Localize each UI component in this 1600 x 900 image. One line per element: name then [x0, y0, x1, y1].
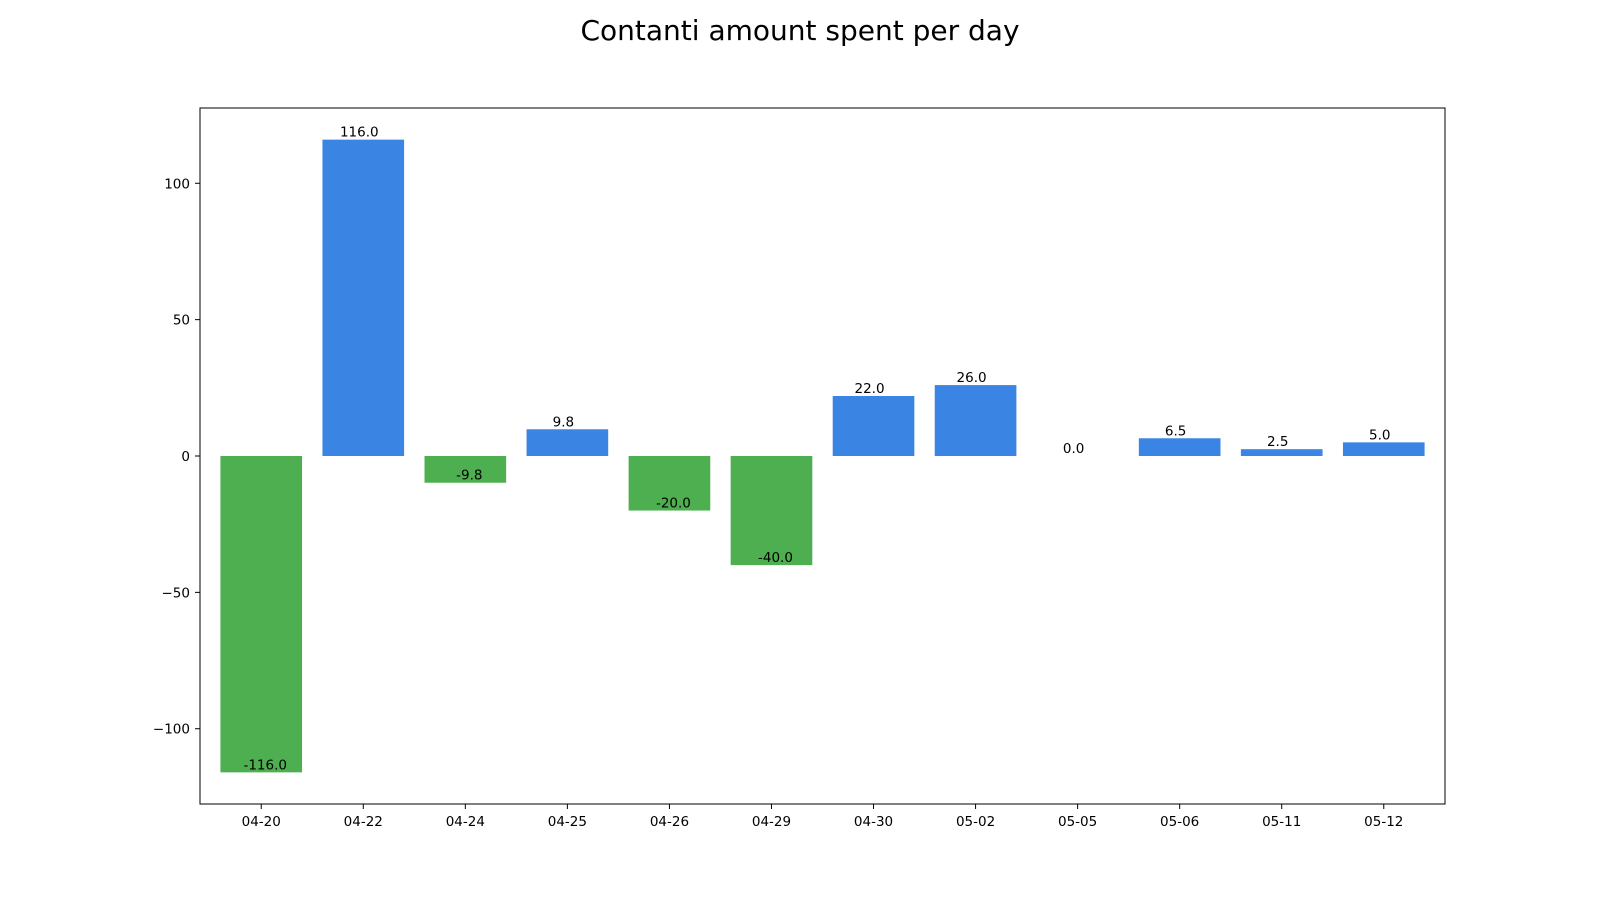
- y-tick-label-0: 0: [181, 449, 190, 465]
- bar-04-24: [424, 456, 507, 483]
- data-label-05-06: 6.5: [1165, 423, 1186, 439]
- x-tick-label-04-29: 04-29: [752, 814, 791, 830]
- bar-04-20: [220, 456, 303, 773]
- x-tick-label-05-05: 05-05: [1058, 814, 1097, 830]
- data-label-05-12: 5.0: [1369, 427, 1390, 443]
- x-tick-label-04-26: 04-26: [650, 814, 689, 830]
- x-axis: 04-20 04-22 04-24 04-25 04-26 04-29 04-30 05-02…: [242, 804, 1403, 830]
- bar-05-12: [1342, 442, 1425, 456]
- x-tick-label-05-02: 05-02: [956, 814, 995, 830]
- x-tick-label-04-22: 04-22: [344, 814, 383, 830]
- bars-group: [220, 139, 1425, 773]
- x-tick-label-05-06: 05-06: [1160, 814, 1199, 830]
- bar-05-06: [1138, 438, 1221, 456]
- x-tick-label-05-11: 05-11: [1262, 814, 1301, 830]
- y-axis: −100 −50 0 50 100: [153, 176, 200, 738]
- y-tick-label-100: 100: [164, 176, 190, 192]
- bar-04-25: [526, 429, 609, 456]
- data-label-05-11: 2.5: [1267, 434, 1288, 450]
- y-tick-label--100: −100: [153, 722, 190, 738]
- data-label-04-29: -40.0: [758, 550, 793, 566]
- x-tick-label-04-25: 04-25: [548, 814, 587, 830]
- y-tick-label--50: −50: [162, 585, 191, 601]
- bar-04-22: [322, 139, 405, 456]
- bar-04-26: [628, 456, 711, 511]
- data-label-05-02: 26.0: [957, 370, 987, 386]
- data-label-04-25: 9.8: [553, 414, 574, 430]
- y-tick-label-50: 50: [173, 313, 190, 329]
- data-label-05-05: 0.0: [1063, 441, 1084, 457]
- bar-05-02: [934, 385, 1017, 456]
- plot-frame: [199, 107, 1446, 805]
- x-tick-label-05-12: 05-12: [1364, 814, 1403, 830]
- data-label-04-26: -20.0: [656, 496, 691, 512]
- x-tick-label-04-24: 04-24: [446, 814, 485, 830]
- data-label-04-30: 22.0: [854, 381, 884, 397]
- chart-title: Contanti amount spent per day: [580, 14, 1019, 47]
- x-tick-label-04-20: 04-20: [242, 814, 281, 830]
- x-tick-label-04-30: 04-30: [854, 814, 893, 830]
- data-label-04-20: -116.0: [243, 757, 287, 773]
- data-label-04-24: -9.8: [456, 468, 482, 484]
- data-label-04-22: 116.0: [340, 125, 379, 141]
- bar-05-11: [1240, 449, 1323, 456]
- bar-04-30: [832, 396, 915, 456]
- data-labels-group: -116.0 116.0 -9.8 9.8 -20.0 -40.0 22.0 26.0 0.0 6…: [243, 125, 1390, 774]
- bar-04-29: [730, 456, 813, 566]
